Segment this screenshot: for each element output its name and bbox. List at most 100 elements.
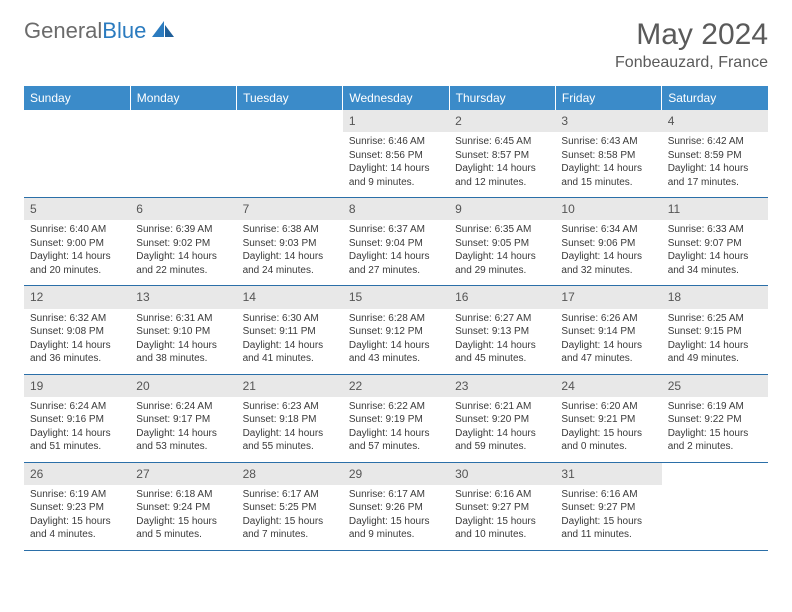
daylight-text: Daylight: 14 hours <box>668 162 762 176</box>
sunset-text: Sunset: 9:05 PM <box>455 237 549 251</box>
daynum-row: 19202122232425 <box>24 374 768 397</box>
day-data-cell: Sunrise: 6:33 AMSunset: 9:07 PMDaylight:… <box>662 220 768 286</box>
daylight-text: Daylight: 14 hours <box>455 339 549 353</box>
sunrise-text: Sunrise: 6:23 AM <box>243 400 337 414</box>
sunset-text: Sunset: 9:26 PM <box>349 501 443 515</box>
day-data-cell: Sunrise: 6:17 AMSunset: 9:26 PMDaylight:… <box>343 485 449 551</box>
day-number-cell: 31 <box>555 462 661 485</box>
brand-logo: GeneralBlue <box>24 18 176 44</box>
day-data-cell: Sunrise: 6:19 AMSunset: 9:22 PMDaylight:… <box>662 397 768 463</box>
sunrise-text: Sunrise: 6:18 AM <box>136 488 230 502</box>
daylight-text: and 11 minutes. <box>561 528 655 542</box>
day-data-row: Sunrise: 6:40 AMSunset: 9:00 PM Daylight:… <box>24 220 768 286</box>
daylight-text: and 41 minutes. <box>243 352 337 366</box>
day-number-cell <box>130 110 236 132</box>
day-data-cell: Sunrise: 6:23 AMSunset: 9:18 PMDaylight:… <box>237 397 343 463</box>
daynum-row: 262728293031 <box>24 462 768 485</box>
daylight-text: Daylight: 14 hours <box>243 250 337 264</box>
daylight-text: Daylight: 15 hours <box>243 515 337 529</box>
sunset-text: Sunset: 9:00 PM <box>30 237 124 251</box>
sunrise-text: Sunrise: 6:40 AM <box>30 223 124 237</box>
daylight-text: and 22 minutes. <box>136 264 230 278</box>
daylight-text: Daylight: 15 hours <box>136 515 230 529</box>
day-number-cell: 16 <box>449 286 555 309</box>
page-header: GeneralBlue May 2024 Fonbeauzard, France <box>24 18 768 72</box>
sunrise-text: Sunrise: 6:32 AM <box>30 312 124 326</box>
day-data-cell <box>130 132 236 198</box>
brand-part1: General <box>24 18 102 43</box>
day-number-cell: 6 <box>130 198 236 221</box>
daylight-text: and 53 minutes. <box>136 440 230 454</box>
daylight-text: Daylight: 14 hours <box>561 339 655 353</box>
day-number-cell <box>662 462 768 485</box>
daylight-text: and 32 minutes. <box>561 264 655 278</box>
daylight-text: Daylight: 15 hours <box>561 515 655 529</box>
daylight-text: and 24 minutes. <box>243 264 337 278</box>
sunset-text: Sunset: 9:07 PM <box>668 237 762 251</box>
daylight-text: Daylight: 14 hours <box>243 427 337 441</box>
sunrise-text: Sunrise: 6:16 AM <box>455 488 549 502</box>
sunset-text: Sunset: 9:27 PM <box>455 501 549 515</box>
day-number-cell: 24 <box>555 374 661 397</box>
sail-icon <box>150 19 176 44</box>
day-data-cell <box>24 132 130 198</box>
sunrise-text: Sunrise: 6:39 AM <box>136 223 230 237</box>
daylight-text: Daylight: 14 hours <box>349 427 443 441</box>
day-number-cell: 17 <box>555 286 661 309</box>
day-data-cell: Sunrise: 6:37 AMSunset: 9:04 PMDaylight:… <box>343 220 449 286</box>
daylight-text: Daylight: 15 hours <box>30 515 124 529</box>
col-wednesday: Wednesday <box>343 86 449 110</box>
day-number-cell: 14 <box>237 286 343 309</box>
sunset-text: Sunset: 8:59 PM <box>668 149 762 163</box>
sunset-text: Sunset: 9:17 PM <box>136 413 230 427</box>
daylight-text: and 55 minutes. <box>243 440 337 454</box>
day-number-cell: 13 <box>130 286 236 309</box>
brand-part2: Blue <box>102 18 146 43</box>
daylight-text: and 4 minutes. <box>30 528 124 542</box>
sunrise-text: Sunrise: 6:17 AM <box>349 488 443 502</box>
day-data-cell: Sunrise: 6:46 AMSunset: 8:56 PMDaylight:… <box>343 132 449 198</box>
daylight-text: Daylight: 14 hours <box>30 339 124 353</box>
day-number-cell: 23 <box>449 374 555 397</box>
day-number-cell: 4 <box>662 110 768 132</box>
sunset-text: Sunset: 9:21 PM <box>561 413 655 427</box>
daylight-text: Daylight: 14 hours <box>455 250 549 264</box>
day-data-cell: Sunrise: 6:31 AMSunset: 9:10 PMDaylight:… <box>130 309 236 375</box>
daylight-text: and 49 minutes. <box>668 352 762 366</box>
day-number-cell: 12 <box>24 286 130 309</box>
sunset-text: Sunset: 9:08 PM <box>30 325 124 339</box>
title-block: May 2024 Fonbeauzard, France <box>615 18 768 72</box>
day-data-cell: Sunrise: 6:35 AMSunset: 9:05 PMDaylight:… <box>449 220 555 286</box>
sunrise-text: Sunrise: 6:22 AM <box>349 400 443 414</box>
sunrise-text: Sunrise: 6:30 AM <box>243 312 337 326</box>
day-data-cell: Sunrise: 6:22 AMSunset: 9:19 PMDaylight:… <box>343 397 449 463</box>
daylight-text: Daylight: 14 hours <box>668 250 762 264</box>
daynum-row: 12131415161718 <box>24 286 768 309</box>
sunset-text: Sunset: 9:10 PM <box>136 325 230 339</box>
sunrise-text: Sunrise: 6:25 AM <box>668 312 762 326</box>
sunrise-text: Sunrise: 6:28 AM <box>349 312 443 326</box>
daylight-text: and 7 minutes. <box>243 528 337 542</box>
sunrise-text: Sunrise: 6:35 AM <box>455 223 549 237</box>
sunset-text: Sunset: 9:15 PM <box>668 325 762 339</box>
day-data-cell: Sunrise: 6:27 AMSunset: 9:13 PMDaylight:… <box>449 309 555 375</box>
day-data-cell: Sunrise: 6:40 AMSunset: 9:00 PMDaylight:… <box>24 220 130 286</box>
daylight-text: and 36 minutes. <box>30 352 124 366</box>
daylight-text: Daylight: 14 hours <box>136 339 230 353</box>
day-data-cell: Sunrise: 6:19 AMSunset: 9:23 PMDaylight:… <box>24 485 130 551</box>
col-tuesday: Tuesday <box>237 86 343 110</box>
daylight-text: and 27 minutes. <box>349 264 443 278</box>
day-number-cell <box>24 110 130 132</box>
month-title: May 2024 <box>615 18 768 52</box>
day-number-cell: 20 <box>130 374 236 397</box>
daylight-text: and 5 minutes. <box>136 528 230 542</box>
sunrise-text: Sunrise: 6:20 AM <box>561 400 655 414</box>
day-data-cell <box>237 132 343 198</box>
daylight-text: Daylight: 15 hours <box>668 427 762 441</box>
daylight-text: and 38 minutes. <box>136 352 230 366</box>
location: Fonbeauzard, France <box>615 54 768 72</box>
daylight-text: Daylight: 15 hours <box>455 515 549 529</box>
daylight-text: Daylight: 14 hours <box>349 339 443 353</box>
sunrise-text: Sunrise: 6:24 AM <box>136 400 230 414</box>
sunset-text: Sunset: 9:02 PM <box>136 237 230 251</box>
